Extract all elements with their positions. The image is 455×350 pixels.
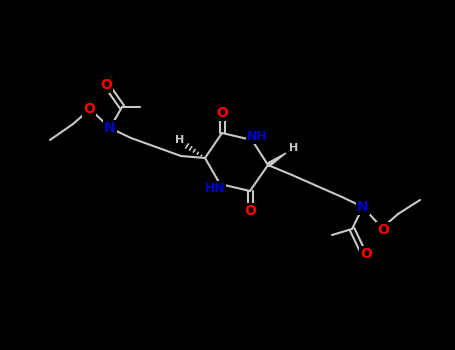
Text: O: O [100, 78, 112, 92]
Text: N: N [357, 200, 369, 214]
Text: NH: NH [247, 130, 268, 142]
Text: O: O [216, 106, 228, 120]
Text: N: N [104, 121, 116, 135]
Text: H: H [289, 143, 298, 153]
Polygon shape [267, 153, 286, 167]
Text: O: O [377, 223, 389, 237]
Text: O: O [83, 102, 95, 116]
Text: H: H [175, 135, 185, 145]
Text: O: O [360, 247, 372, 261]
Text: HN: HN [205, 182, 225, 195]
Text: O: O [244, 204, 256, 218]
